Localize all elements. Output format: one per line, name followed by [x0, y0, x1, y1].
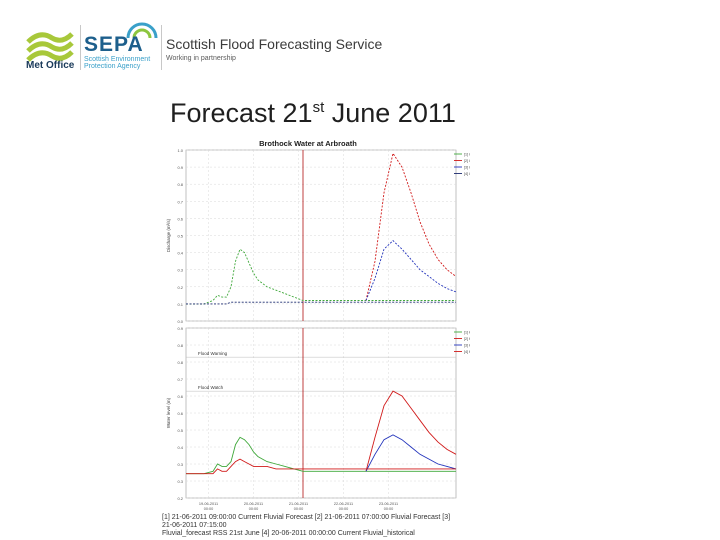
- service-title: Scottish Flood Forecasting Service: [166, 36, 383, 52]
- y-tick-label: 0.2: [177, 496, 183, 501]
- x-tick-label-time: 00:00: [339, 507, 349, 511]
- y-tick-label: 0.0: [177, 319, 183, 324]
- legend-label: [3] H simulated Forecast Control Arbroat…: [464, 344, 470, 348]
- y-tick-label: 0.6: [177, 216, 183, 221]
- y-axis-label: Water level (m): [166, 397, 171, 428]
- footnote-line-2: Fluvial_forecast RSS 21st June [4] 20-06…: [162, 530, 415, 537]
- y-tick-label: 0.4: [177, 445, 183, 450]
- y-tick-label: 0.1: [177, 302, 183, 307]
- hydrograph-figure: Brothock Water at Arbroath 0.0 0.1 0.2 0.3 0.…: [160, 136, 542, 536]
- threshold-label: Flood Watch: [198, 385, 224, 390]
- x-tick-label-time: 00:00: [384, 507, 394, 511]
- y-tick-label: 0.5: [177, 234, 183, 239]
- slide-title: Forecast 21st June 2011: [170, 98, 456, 129]
- legend-label: [4] H simulated Forecast Control Arbroat…: [464, 350, 470, 354]
- y-tick-label: 0.8: [177, 360, 183, 365]
- y-tick-label: 0.9: [177, 326, 183, 331]
- x-tick-label-date: 22-06-2011: [334, 502, 353, 506]
- y-tick-label: 0.2: [177, 285, 183, 290]
- sepa-arc-icon: [126, 22, 158, 39]
- x-tick-label-time: 00:00: [249, 507, 259, 511]
- y-tick-label: 0.3: [177, 479, 183, 484]
- y-tick-label: 0.8: [177, 343, 183, 348]
- x-tick-label-time: 00:00: [294, 507, 304, 511]
- footnote-line-1: [1] 21-06-2011 09:00:00 Current Fluvial …: [162, 514, 451, 529]
- legend-label: [1] H simulated Forecast Control Arbroat…: [464, 331, 470, 335]
- sepa-subtitle: Scottish Environment Protection Agency: [84, 56, 150, 70]
- legend-label: [1] Q simulated Forecast Control Arbroat…: [464, 153, 470, 157]
- y-tick-label: 0.3: [177, 462, 183, 467]
- x-tick-label-date: 19-06-2011: [199, 502, 218, 506]
- series-line: [365, 434, 457, 472]
- y-tick-label: 0.9: [177, 165, 183, 170]
- service-subtitle: Working in partnership: [166, 55, 236, 62]
- y-tick-label: 0.6: [177, 394, 183, 399]
- y-tick-label: 0.8: [177, 182, 183, 187]
- y-tick-label: 0.6: [177, 411, 183, 416]
- chart-title: Brothock Water at Arbroath: [259, 139, 357, 148]
- header: Met Office SEPA Scottish Environment Pro…: [0, 0, 720, 80]
- legend-label: [4] Q simulated Forecast Control Arbroat…: [464, 172, 470, 176]
- series-line: [365, 390, 457, 472]
- legend-label: [2] H simulated Forecast Control Arbroat…: [464, 337, 470, 341]
- series-line: [365, 152, 457, 301]
- header-divider: [80, 25, 81, 70]
- chart-footnote: [1] 21-06-2011 09:00:00 Current Fluvial …: [162, 514, 462, 538]
- slide-title-main: Forecast 21: [170, 98, 313, 128]
- series-line: [365, 239, 457, 301]
- sepa-logo-text: SEPA: [84, 33, 144, 56]
- y-axis-label: Discharge (m³/s): [166, 218, 171, 252]
- sepa-subtitle-line-2: Protection Agency: [84, 63, 141, 70]
- series-line: [186, 301, 456, 305]
- series-line: [186, 248, 456, 305]
- legend-label: [3] Q simulated Forecast Control Arbroat…: [464, 166, 470, 170]
- y-tick-label: 0.5: [177, 428, 183, 433]
- x-tick-label-date: 21-06-2011: [289, 502, 308, 506]
- met-office-label: Met Office: [26, 60, 75, 71]
- y-tick-label: 0.3: [177, 268, 183, 273]
- x-tick-label-date: 23-06-2011: [379, 502, 398, 506]
- header-divider-2: [161, 25, 162, 70]
- slide-title-suffix: st: [312, 99, 325, 116]
- y-tick-label: 1.0: [177, 148, 183, 153]
- threshold-label: Flood Warning: [198, 351, 228, 356]
- legend-label: [2] Q simulated Forecast Control Arbroat…: [464, 159, 470, 163]
- y-tick-label: 0.7: [177, 377, 183, 382]
- series-line: [186, 436, 456, 475]
- sepa-subtitle-line-1: Scottish Environment: [84, 56, 151, 63]
- y-tick-label: 0.4: [177, 251, 183, 256]
- slide-title-rest: June 2011: [324, 98, 456, 128]
- met-office-logo-icon: [26, 32, 74, 62]
- hydrograph-svg: Brothock Water at Arbroath 0.0 0.1 0.2 0.3 0.…: [166, 139, 542, 511]
- y-tick-label: 0.7: [177, 199, 183, 204]
- x-tick-label-time: 00:00: [204, 507, 214, 511]
- x-tick-label-date: 20-06-2011: [244, 502, 263, 506]
- series-line: [186, 458, 456, 475]
